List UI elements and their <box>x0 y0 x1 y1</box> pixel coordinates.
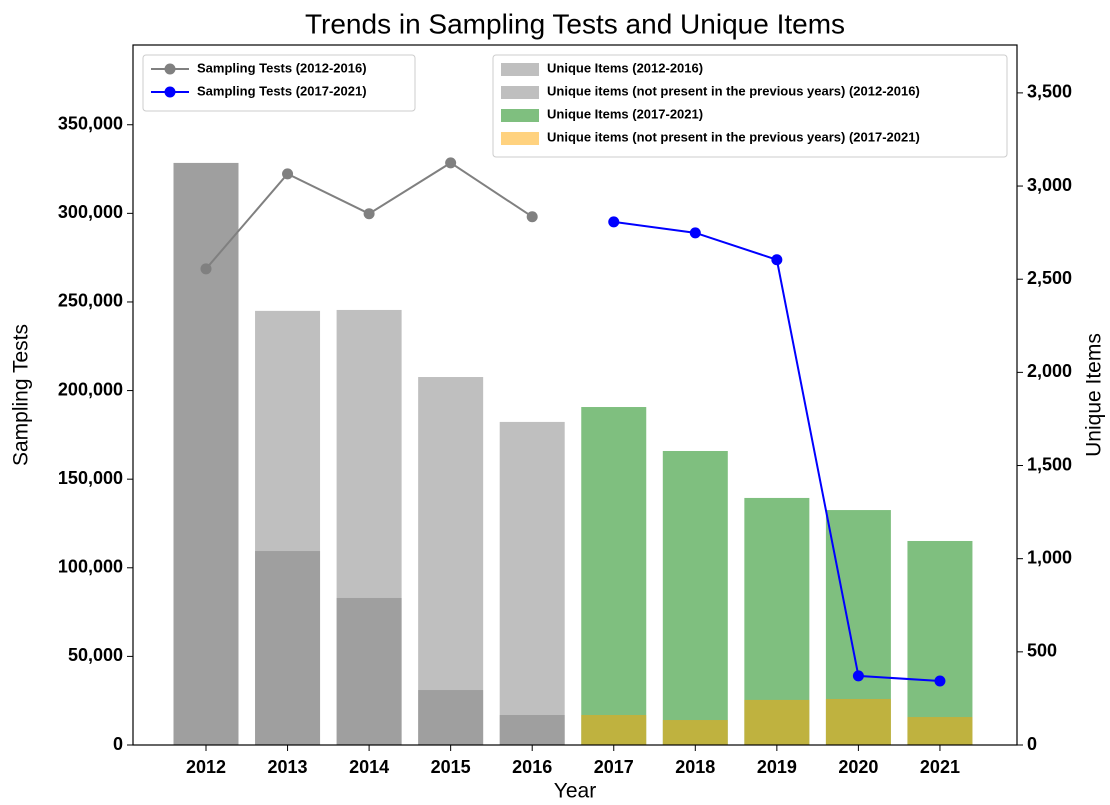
x-tick-label: 2016 <box>512 757 552 777</box>
lines <box>200 157 946 687</box>
y2-tick-label: 1,500 <box>1027 454 1072 474</box>
x-tick-label: 2012 <box>186 757 226 777</box>
x-tick-label: 2015 <box>431 757 471 777</box>
bar <box>336 597 402 745</box>
bar <box>581 715 647 745</box>
legend-swatch <box>501 63 539 76</box>
point <box>852 670 864 682</box>
y-tick-label: 300,000 <box>58 202 123 222</box>
y2-tick-label: 0 <box>1027 734 1037 754</box>
y2-tick-label: 2,500 <box>1027 268 1072 288</box>
point <box>363 208 375 220</box>
x-axis-label: Year <box>554 780 596 803</box>
x-tick-label: 2019 <box>757 757 797 777</box>
legend-swatch <box>501 86 539 99</box>
point <box>689 227 701 239</box>
bar <box>907 540 973 745</box>
legend-label: Sampling Tests (2012-2016) <box>197 60 367 75</box>
legend-frame <box>142 54 416 112</box>
bar <box>418 690 484 745</box>
legend-label: Unique items (not present in the previou… <box>547 129 920 144</box>
plot-frame <box>132 44 1018 746</box>
y-tick-label: 0 <box>113 734 123 754</box>
y2-tick-label: 3,000 <box>1027 175 1072 195</box>
y2-axis-label: Unique Items <box>1083 333 1106 457</box>
bar <box>662 720 728 745</box>
bar <box>907 717 973 745</box>
legend-swatch <box>501 109 539 122</box>
x-tick-label: 2021 <box>920 757 960 777</box>
point <box>445 157 457 169</box>
y-tick-label: 350,000 <box>58 113 123 133</box>
x-tick-label: 2013 <box>268 757 308 777</box>
bar <box>581 407 647 745</box>
y-tick-label: 200,000 <box>58 379 123 399</box>
x-tick-label: 2020 <box>838 757 878 777</box>
y2-tick-label: 1,000 <box>1027 547 1072 567</box>
legend-label: Sampling Tests (2017-2021) <box>197 83 367 98</box>
chart-title: Trends in Sampling Tests and Unique Item… <box>305 8 845 39</box>
bar <box>662 450 728 745</box>
y-tick-label: 50,000 <box>68 645 123 665</box>
y2-tick-label: 2,000 <box>1027 361 1072 381</box>
x-tick-label: 2014 <box>349 757 389 777</box>
point <box>282 168 294 180</box>
y-tick-label: 150,000 <box>58 468 123 488</box>
bar <box>825 698 891 745</box>
point <box>608 216 620 228</box>
point <box>934 675 946 687</box>
legend-marker <box>164 63 176 75</box>
bar <box>499 715 565 745</box>
legend: Sampling Tests (2012-2016) Sampling Tests… <box>142 54 416 112</box>
y2-tick-label: 500 <box>1027 641 1057 661</box>
legend-swatch <box>501 132 539 145</box>
legend: Unique Items (2012-2016) Unique items (no… <box>492 54 1008 158</box>
y2-tick-label: 3,500 <box>1027 82 1072 102</box>
point <box>771 254 783 266</box>
bar <box>255 551 321 745</box>
point <box>200 263 212 275</box>
legend-label: Unique Items (2012-2016) <box>547 60 703 75</box>
y-tick-label: 100,000 <box>58 557 123 577</box>
bar <box>499 421 565 745</box>
legend-frame <box>492 54 1008 158</box>
legend-label: Unique items (not present in the previou… <box>547 83 920 98</box>
bar <box>173 162 239 746</box>
legend-marker <box>164 86 176 98</box>
bars <box>173 162 973 746</box>
x-tick-label: 2018 <box>675 757 715 777</box>
y-axis-label: Sampling Tests <box>10 324 33 466</box>
x-tick-label: 2017 <box>594 757 634 777</box>
point <box>526 211 538 223</box>
bar <box>744 699 810 745</box>
y-tick-label: 250,000 <box>58 291 123 311</box>
legend-label: Unique Items (2017-2021) <box>547 106 703 121</box>
bar <box>418 377 484 745</box>
